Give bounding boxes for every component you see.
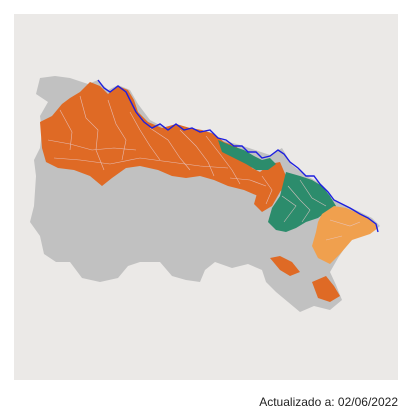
- zone-light-orange: [312, 206, 378, 264]
- update-date-label: Actualizado a: 02/06/2022: [259, 395, 398, 409]
